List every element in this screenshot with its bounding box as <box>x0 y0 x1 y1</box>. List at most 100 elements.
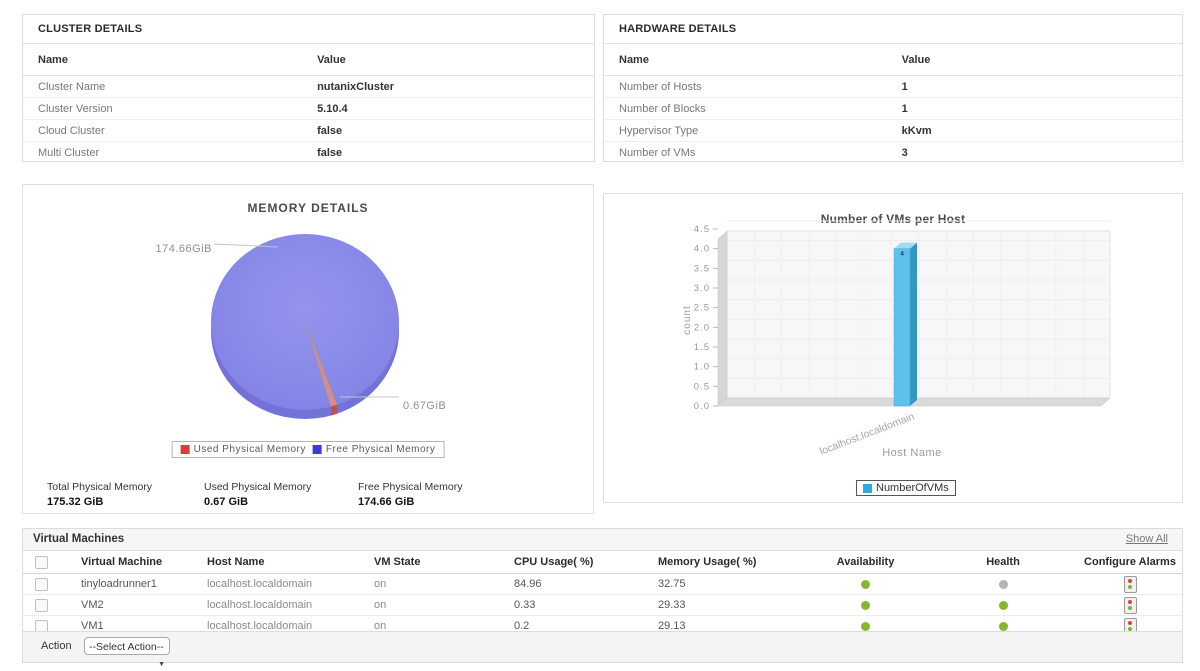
bar-side <box>910 242 917 406</box>
kv-row-name: Cluster Name <box>38 81 106 93</box>
health-status-icon <box>998 579 1008 589</box>
vm-table-cell <box>1078 594 1182 616</box>
bar-number-of-vms <box>893 248 911 407</box>
vm-column-header: Virtual Machine <box>59 551 185 574</box>
bar-top <box>894 242 917 249</box>
vm-column-header: Configure Alarms <box>1078 551 1182 574</box>
pie-label-free-memory: 174.66GiB <box>156 243 212 255</box>
kv-row-name: Number of Hosts <box>619 81 702 93</box>
kv-row-value: kKvm <box>901 125 932 137</box>
kv-col-name: Name <box>38 54 68 66</box>
vm-state: on <box>352 594 492 616</box>
kv-row-value: 3 <box>901 147 908 159</box>
y-tick-label: 2.0 <box>694 322 710 333</box>
kv-row-value: 1 <box>901 103 908 115</box>
vm-table-cell <box>928 573 1078 595</box>
vm-memory-usage: 29.33 <box>636 594 803 616</box>
virtual-machines-panel: Virtual Machines Show All Virtual Machin… <box>22 528 1183 668</box>
legend-item: NumberOfVMs <box>863 482 949 494</box>
y-axis-label: count <box>682 305 693 334</box>
memory-chart-title: MEMORY DETAILS <box>247 201 369 215</box>
action-select[interactable]: --Select Action-- ▼ <box>84 637 170 668</box>
kv-row: Cluster Name nutanixCluster <box>23 76 594 98</box>
y-tick-label: 4.5 <box>694 224 710 235</box>
bar-chart-legend: NumberOfVMs <box>856 480 956 496</box>
hardware-details-table: Name Value Number of Hosts 1 Number of Block… <box>604 44 1182 164</box>
memory-stat: Free Physical Memory 174.66 GiB <box>358 481 462 508</box>
legend-item: Free Physical Memory <box>312 444 435 455</box>
kv-col-value: Value <box>317 54 346 66</box>
row-checkbox[interactable] <box>34 598 48 612</box>
vm-name: tinyloadrunner1 <box>59 573 185 595</box>
bar-chart-title: Number of VMs per Host <box>820 212 966 226</box>
show-all-link[interactable]: Show All <box>1125 533 1168 545</box>
virtual-machines-titlebar: Virtual Machines Show All <box>23 529 1182 551</box>
row-checkbox[interactable] <box>34 577 48 591</box>
legend-swatch-icon <box>180 445 190 454</box>
vm-table-cell <box>23 594 59 616</box>
virtual-machines-table: Virtual Machine Host Name VM State CPU Usag… <box>23 551 1182 637</box>
memory-stat-value: 175.32 GiB <box>47 496 104 508</box>
legend-label: NumberOfVMs <box>876 482 949 494</box>
configure-alarms-icon[interactable] <box>1123 575 1137 593</box>
y-tick-label: 3.5 <box>694 263 710 274</box>
kv-col-value: Value <box>901 54 931 66</box>
vm-column-header: VM State <box>352 551 492 574</box>
legend-swatch-icon <box>863 483 872 493</box>
configure-alarms-icon[interactable] <box>1123 596 1137 614</box>
kv-row-value: nutanixCluster <box>317 81 395 93</box>
vm-table-cell <box>1078 573 1182 595</box>
kv-row-value: false <box>317 147 343 159</box>
health-status-icon <box>998 621 1008 631</box>
y-tick-label: 2.5 <box>694 303 710 314</box>
pie-slice-used-memory <box>304 321 338 407</box>
vm-column-header <box>23 551 59 574</box>
vm-host-name: localhost.localdomain <box>185 573 352 595</box>
kv-row-name: Cloud Cluster <box>38 125 105 137</box>
kv-row: Number of Hosts 1 <box>604 76 1182 98</box>
vm-table-cell <box>928 594 1078 616</box>
kv-row-name: Cluster Version <box>38 103 113 115</box>
memory-details-panel: MEMORY DETAILS 174.66GiB 0.67GiB Used Phy… <box>22 184 594 514</box>
vm-table-cell <box>803 594 928 616</box>
hardware-details-panel: HARDWARE DETAILS Name Value Number of Host… <box>603 14 1183 162</box>
y-tick-label: 0.0 <box>694 401 710 412</box>
legend-swatch-icon <box>312 445 322 454</box>
kv-row: Number of Blocks 1 <box>604 98 1182 120</box>
plot-wall <box>717 230 728 407</box>
vm-table-row: tinyloadrunner1 localhost.localdomain on 84… <box>23 573 1182 595</box>
memory-stat-label: Total Physical Memory <box>47 481 153 493</box>
vm-table-header-row: Virtual Machine Host Name VM State CPU Usag… <box>23 551 1182 574</box>
memory-stat: Used Physical Memory 0.67 GiB <box>204 481 311 508</box>
memory-stat-value: 0.67 GiB <box>204 496 249 508</box>
availability-status-icon <box>861 579 870 589</box>
vms-per-host-panel: Number of VMs per Host 0.0 0.5 1.0 1.5 2.0 2.… <box>603 193 1183 503</box>
bar-value-label: 4 <box>900 251 904 258</box>
select-all-checkbox[interactable] <box>34 555 48 569</box>
vm-name: VM2 <box>59 594 185 616</box>
vm-memory-usage: 32.75 <box>636 573 803 595</box>
kv-row: Hypervisor Type kKvm <box>604 120 1182 142</box>
vm-column-header: Health <box>928 551 1078 574</box>
y-tick-label: 3.0 <box>694 283 710 294</box>
y-tick-label: 0.5 <box>694 381 710 392</box>
vm-host-name: localhost.localdomain <box>185 594 352 616</box>
vm-state: on <box>352 573 492 595</box>
kv-header-row: Name Value <box>604 44 1182 76</box>
kv-row-name: Hypervisor Type <box>619 125 699 137</box>
vm-table-cell <box>23 573 59 595</box>
memory-pie-legend: Used Physical Memory Free Physical Memory <box>171 441 445 458</box>
pie-callout-line <box>213 243 279 248</box>
kv-row-name: Number of Blocks <box>619 103 706 115</box>
kv-row: Cluster Version 5.10.4 <box>23 98 594 120</box>
legend-item: Used Physical Memory <box>180 444 306 455</box>
vm-column-header: CPU Usage( %) <box>492 551 636 574</box>
kv-row-name: Number of VMs <box>619 147 696 159</box>
kv-row-name: Multi Cluster <box>38 147 100 159</box>
x-axis-label: Host Name <box>882 447 942 459</box>
kv-row-value: false <box>317 125 343 137</box>
memory-stat: Total Physical Memory 175.32 GiB <box>47 481 152 508</box>
pie-label-used-memory: 0.67GiB <box>403 400 446 412</box>
availability-status-icon <box>861 600 870 610</box>
